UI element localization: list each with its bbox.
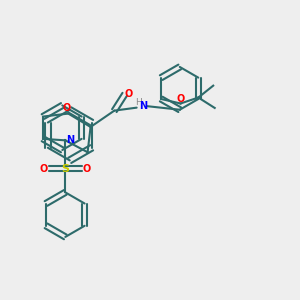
Text: O: O [177,94,185,104]
Text: O: O [63,103,71,113]
Text: O: O [40,164,48,174]
Text: N: N [67,135,75,145]
Text: S: S [61,164,69,174]
Text: O: O [124,89,132,99]
Text: N: N [139,101,147,111]
Text: O: O [83,164,91,174]
Text: H: H [135,98,142,107]
